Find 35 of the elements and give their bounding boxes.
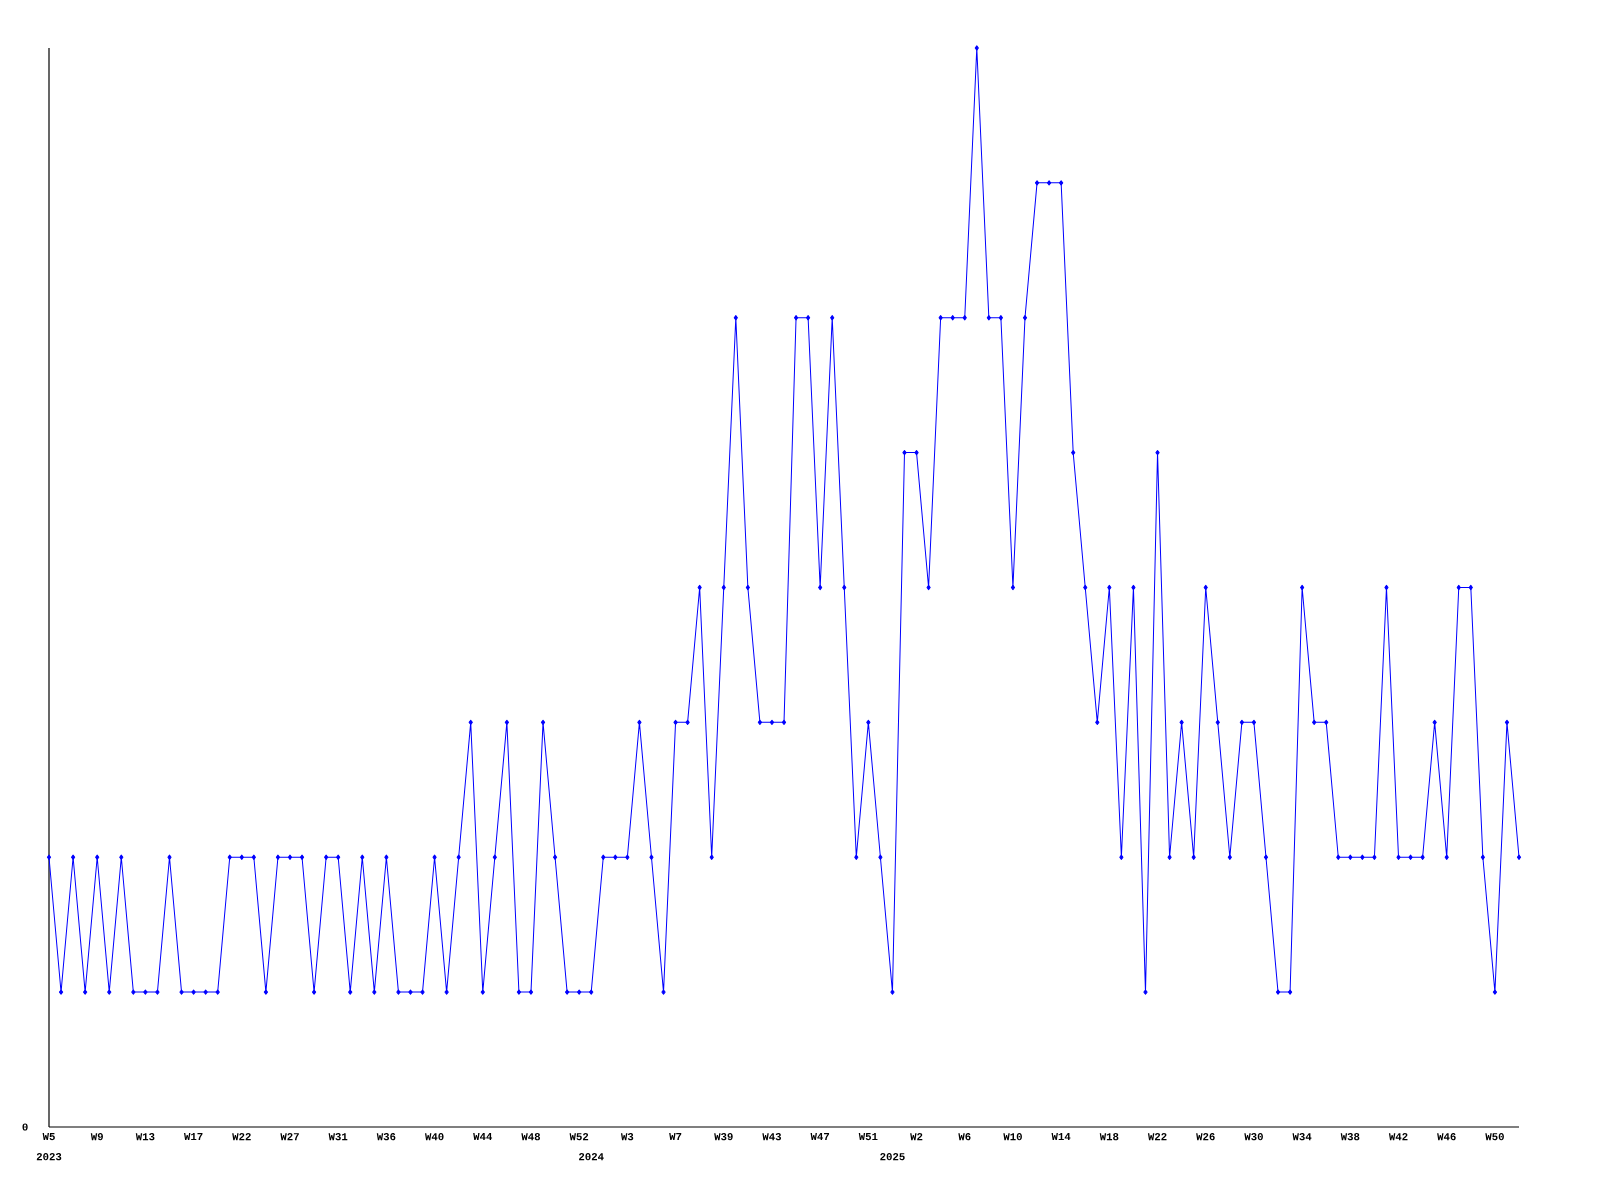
x-tick-label: W14 bbox=[1051, 1133, 1071, 1141]
x-tick-label: W40 bbox=[424, 1133, 444, 1141]
x-tick-label: W7 bbox=[669, 1133, 682, 1141]
x-tick-label: W50 bbox=[1485, 1133, 1504, 1141]
x-tick-label: W9 bbox=[90, 1133, 103, 1141]
x-tick-label: W47 bbox=[810, 1133, 830, 1141]
x-tick-label: W51 bbox=[858, 1133, 878, 1141]
x-tick-label: W22 bbox=[1147, 1133, 1167, 1141]
x-tick-label: W30 bbox=[1244, 1133, 1263, 1141]
x-tick-label: W26 bbox=[1196, 1133, 1215, 1141]
x-tick-label: W42 bbox=[1388, 1133, 1408, 1141]
x-tick-label: W46 bbox=[1437, 1133, 1456, 1141]
x-tick-label: W5 bbox=[42, 1133, 55, 1141]
x-tick-label: W36 bbox=[376, 1133, 396, 1141]
x-tick-label: W31 bbox=[328, 1133, 348, 1141]
x-tick-label: W3 bbox=[620, 1133, 634, 1141]
x-tick-label: W6 bbox=[958, 1133, 971, 1141]
x-tick-label: W27 bbox=[280, 1133, 299, 1141]
x-tick-label: W13 bbox=[135, 1133, 155, 1141]
x-tick-label: W44 bbox=[473, 1133, 493, 1141]
text: 0 bbox=[22, 1123, 28, 1131]
x-tick-label: W22 bbox=[232, 1133, 251, 1141]
x-tick-label: W18 bbox=[1099, 1133, 1119, 1141]
text: 2023 bbox=[36, 1153, 62, 1161]
x-tick-label: W52 bbox=[569, 1133, 589, 1141]
x-tick-label: W34 bbox=[1292, 1133, 1312, 1141]
x-tick-label: W2 bbox=[910, 1133, 923, 1141]
x-tick-label: W43 bbox=[762, 1133, 782, 1141]
x-tick-label: W39 bbox=[714, 1133, 733, 1141]
x-tick-label: W48 bbox=[521, 1133, 540, 1141]
text: 2025 bbox=[880, 1153, 905, 1161]
x-tick-label: W10 bbox=[1003, 1133, 1022, 1141]
text: 2024 bbox=[579, 1153, 604, 1161]
x-tick-label: W17 bbox=[183, 1133, 203, 1141]
x-tick-label: W38 bbox=[1340, 1133, 1360, 1141]
